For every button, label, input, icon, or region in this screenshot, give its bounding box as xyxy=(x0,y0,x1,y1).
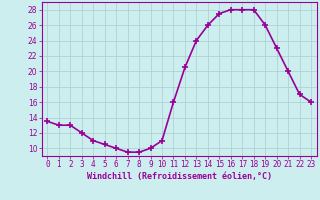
X-axis label: Windchill (Refroidissement éolien,°C): Windchill (Refroidissement éolien,°C) xyxy=(87,172,272,181)
